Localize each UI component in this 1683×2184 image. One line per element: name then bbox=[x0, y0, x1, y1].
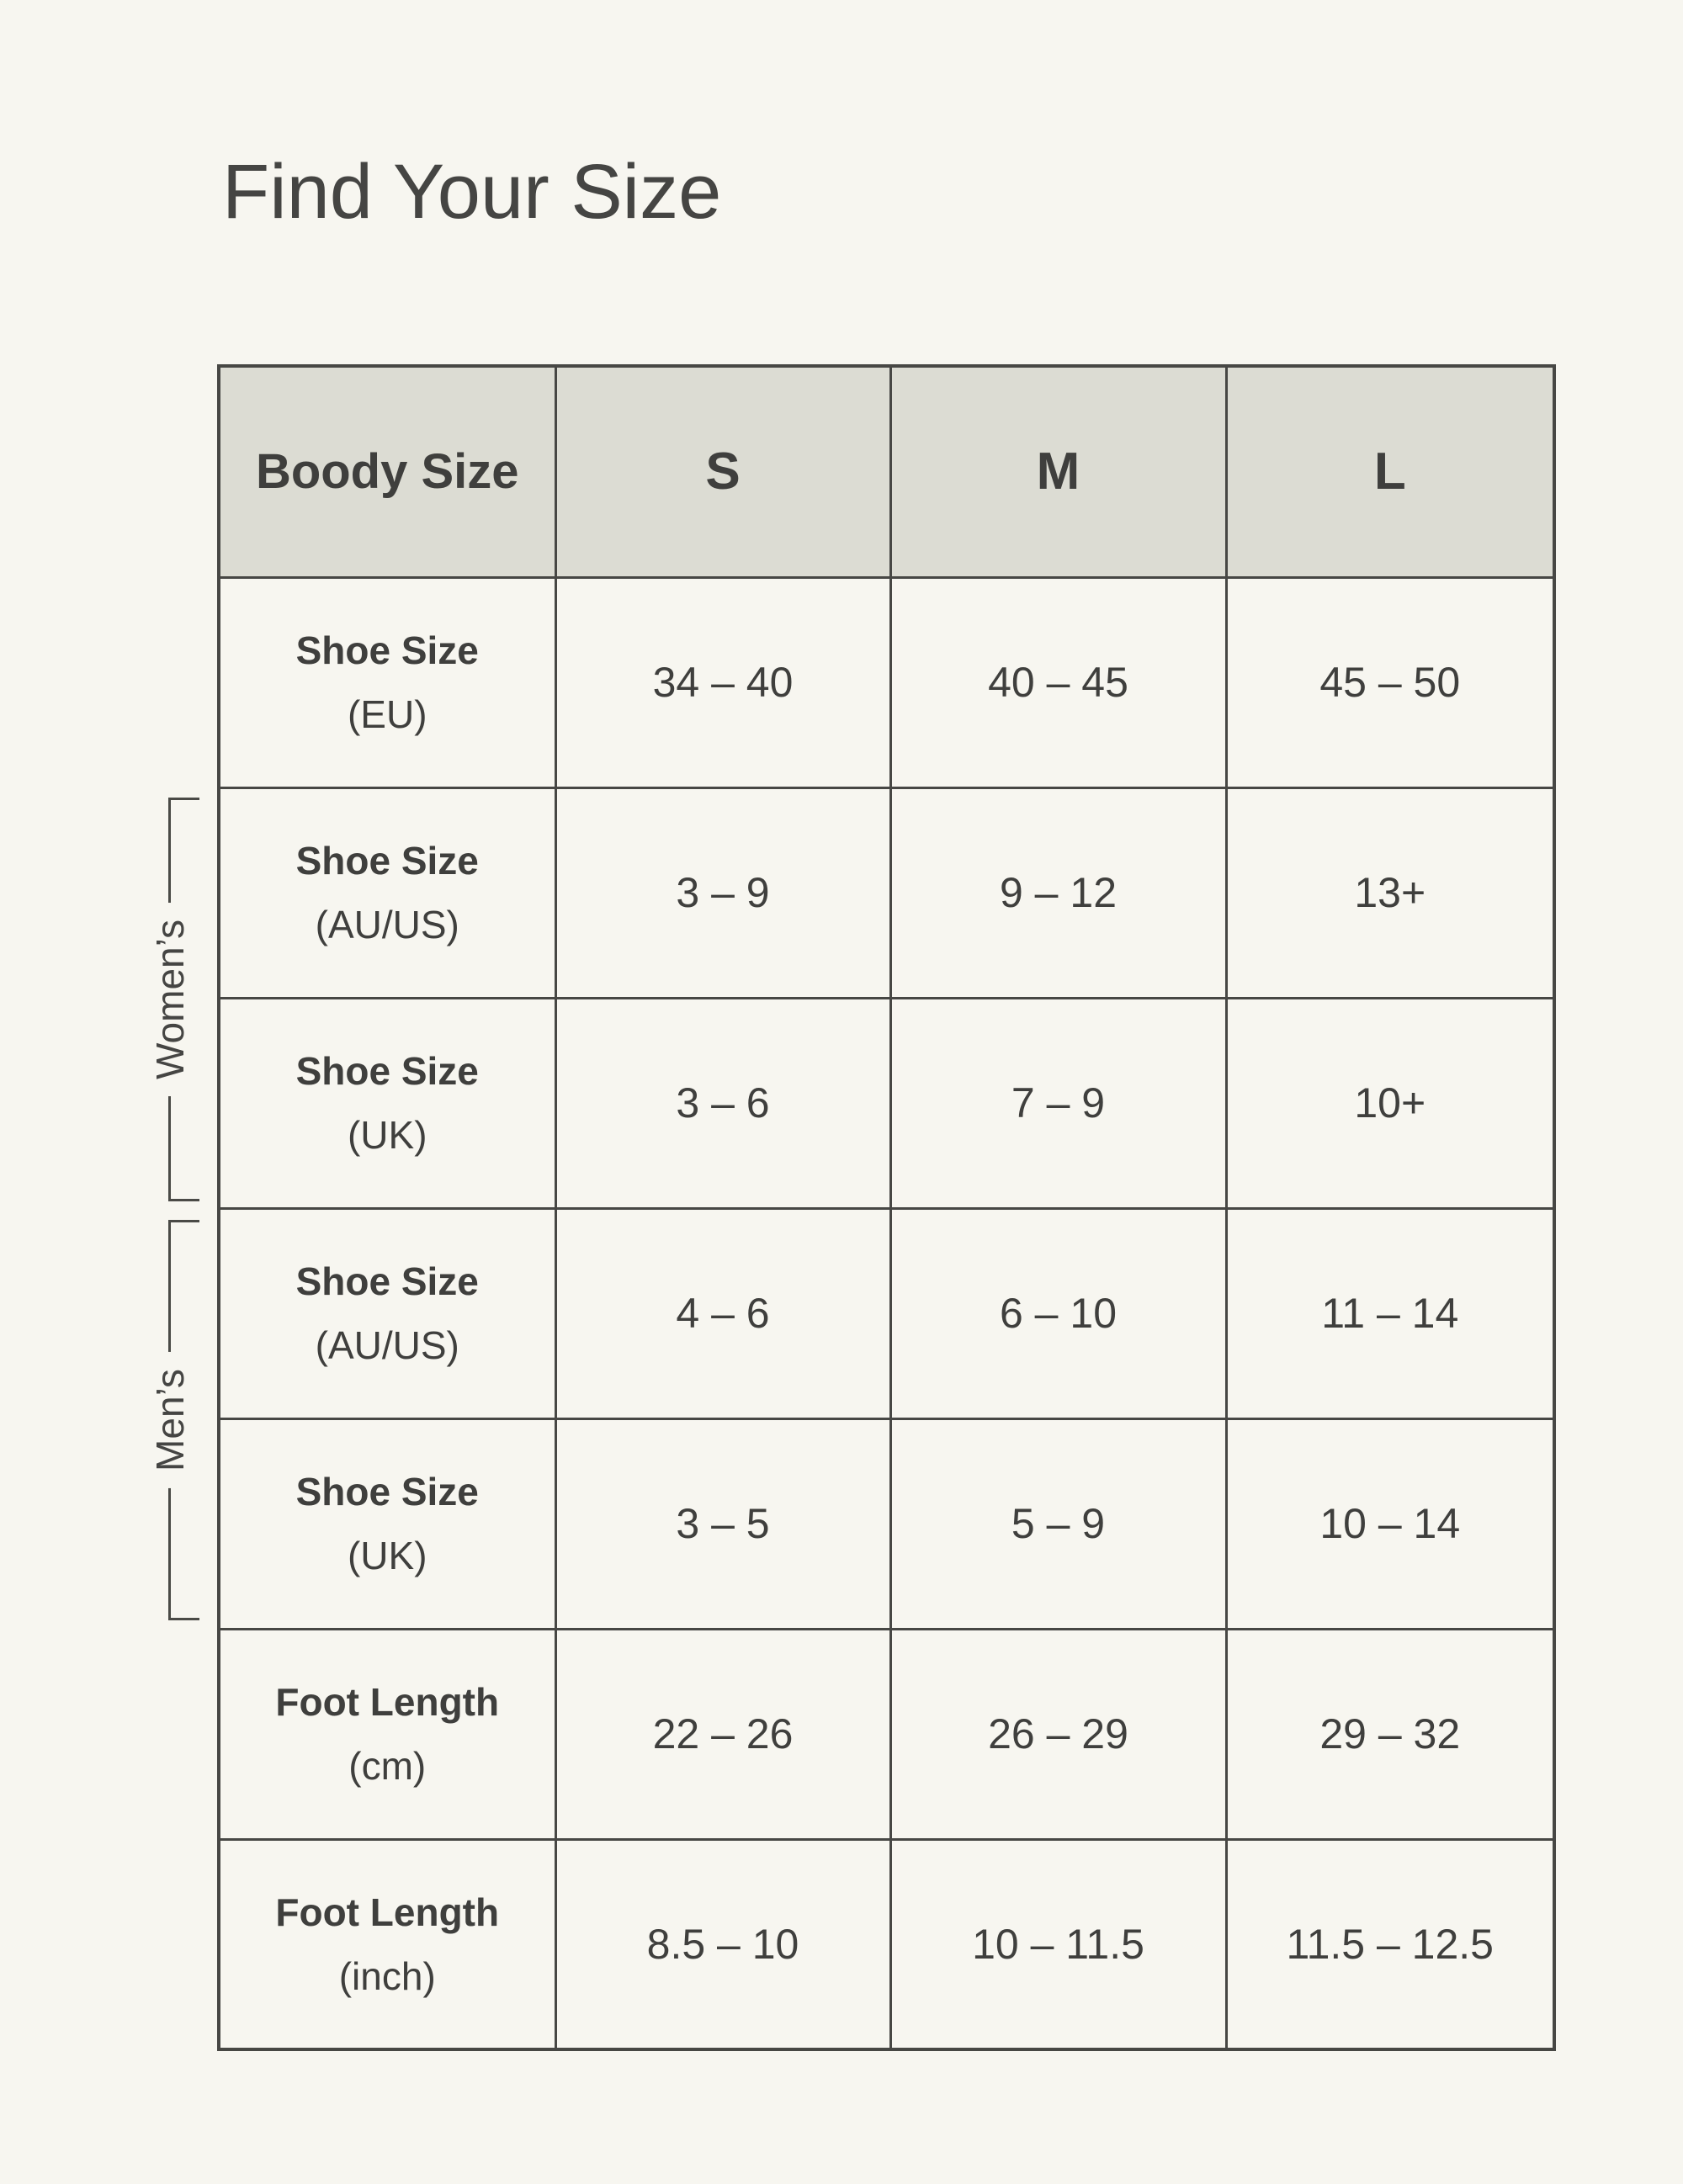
header-size-s: S bbox=[554, 364, 892, 579]
cell-value: 6 – 10 bbox=[889, 1206, 1228, 1420]
table-row-mens-shoe-size-auus: Shoe Size (AU/US) 4 – 6 6 – 10 11 – 14 bbox=[217, 1206, 1556, 1420]
cell-value: 11 – 14 bbox=[1224, 1206, 1556, 1420]
row-sublabel-text: (AU/US) bbox=[315, 903, 459, 946]
cell-value: 10 – 14 bbox=[1224, 1417, 1556, 1630]
cell-value: 4 – 6 bbox=[554, 1206, 892, 1420]
row-label-text: Foot Length bbox=[275, 1890, 500, 1934]
row-label-text: Shoe Size bbox=[295, 1259, 479, 1303]
cell-value: 8.5 – 10 bbox=[554, 1837, 892, 2051]
table-row-womens-shoe-size-auus: Shoe Size (AU/US) 3 – 9 9 – 12 13+ bbox=[217, 786, 1556, 999]
row-sublabel-text: (UK) bbox=[347, 1113, 427, 1157]
size-chart-table: Boody Size S M L Shoe Size (EU) 34 – 40 … bbox=[217, 364, 1556, 2051]
cell-value: 22 – 26 bbox=[554, 1627, 892, 1841]
row-sublabel-text: (cm) bbox=[348, 1744, 427, 1788]
row-header-mens-shoe-size-auus: Shoe Size (AU/US) bbox=[217, 1206, 557, 1420]
cell-value: 26 – 29 bbox=[889, 1627, 1228, 1841]
cell-value: 7 – 9 bbox=[889, 996, 1228, 1210]
row-header-womens-shoe-size-auus: Shoe Size (AU/US) bbox=[217, 786, 557, 999]
row-label-text: Shoe Size bbox=[295, 1470, 479, 1513]
cell-value: 5 – 9 bbox=[889, 1417, 1228, 1630]
mens-group-label: Men’s bbox=[148, 1352, 192, 1488]
row-sublabel-text: (UK) bbox=[347, 1534, 427, 1577]
row-header-womens-shoe-size-uk: Shoe Size (UK) bbox=[217, 996, 557, 1210]
cell-value: 9 – 12 bbox=[889, 786, 1228, 999]
cell-value: 45 – 50 bbox=[1224, 575, 1556, 789]
womens-group-label: Women’s bbox=[148, 902, 192, 1097]
table-row-mens-shoe-size-uk: Shoe Size (UK) 3 – 5 5 – 9 10 – 14 bbox=[217, 1417, 1556, 1630]
row-label-text: Shoe Size bbox=[295, 628, 479, 672]
row-sublabel-text: (EU) bbox=[347, 692, 427, 736]
row-label-text: Foot Length bbox=[275, 1680, 500, 1724]
cell-value: 3 – 5 bbox=[554, 1417, 892, 1630]
table-row-womens-shoe-size-uk: Shoe Size (UK) 3 – 6 7 – 9 10+ bbox=[217, 996, 1556, 1210]
table-row-foot-length-cm: Foot Length (cm) 22 – 26 26 – 29 29 – 32 bbox=[217, 1627, 1556, 1841]
row-header-foot-length-cm: Foot Length (cm) bbox=[217, 1627, 557, 1841]
row-header-shoe-size-eu: Shoe Size (EU) bbox=[217, 575, 557, 789]
row-sublabel-text: (AU/US) bbox=[315, 1323, 459, 1367]
table-row-foot-length-inch: Foot Length (inch) 8.5 – 10 10 – 11.5 11… bbox=[217, 1837, 1556, 2051]
cell-value: 13+ bbox=[1224, 786, 1556, 999]
table-row-shoe-size-eu: Shoe Size (EU) 34 – 40 40 – 45 45 – 50 bbox=[217, 575, 1556, 789]
row-header-mens-shoe-size-uk: Shoe Size (UK) bbox=[217, 1417, 557, 1630]
cell-value: 10 – 11.5 bbox=[889, 1837, 1228, 2051]
page-title: Find Your Size bbox=[222, 149, 722, 235]
row-header-foot-length-inch: Foot Length (inch) bbox=[217, 1837, 557, 2051]
cell-value: 11.5 – 12.5 bbox=[1224, 1837, 1556, 2051]
row-sublabel-text: (inch) bbox=[338, 1953, 436, 1998]
cell-value: 34 – 40 bbox=[554, 575, 892, 789]
row-label-text: Shoe Size bbox=[295, 1049, 479, 1093]
cell-value: 3 – 6 bbox=[554, 996, 892, 1210]
cell-value: 29 – 32 bbox=[1224, 1627, 1556, 1841]
header-boody-size: Boody Size bbox=[217, 364, 557, 579]
header-size-l: L bbox=[1224, 364, 1556, 579]
table-header-row: Boody Size S M L bbox=[217, 364, 1556, 579]
cell-value: 40 – 45 bbox=[889, 575, 1228, 789]
header-size-m: M bbox=[889, 364, 1228, 579]
cell-value: 3 – 9 bbox=[554, 786, 892, 999]
row-label-text: Shoe Size bbox=[295, 839, 479, 883]
cell-value: 10+ bbox=[1224, 996, 1556, 1210]
